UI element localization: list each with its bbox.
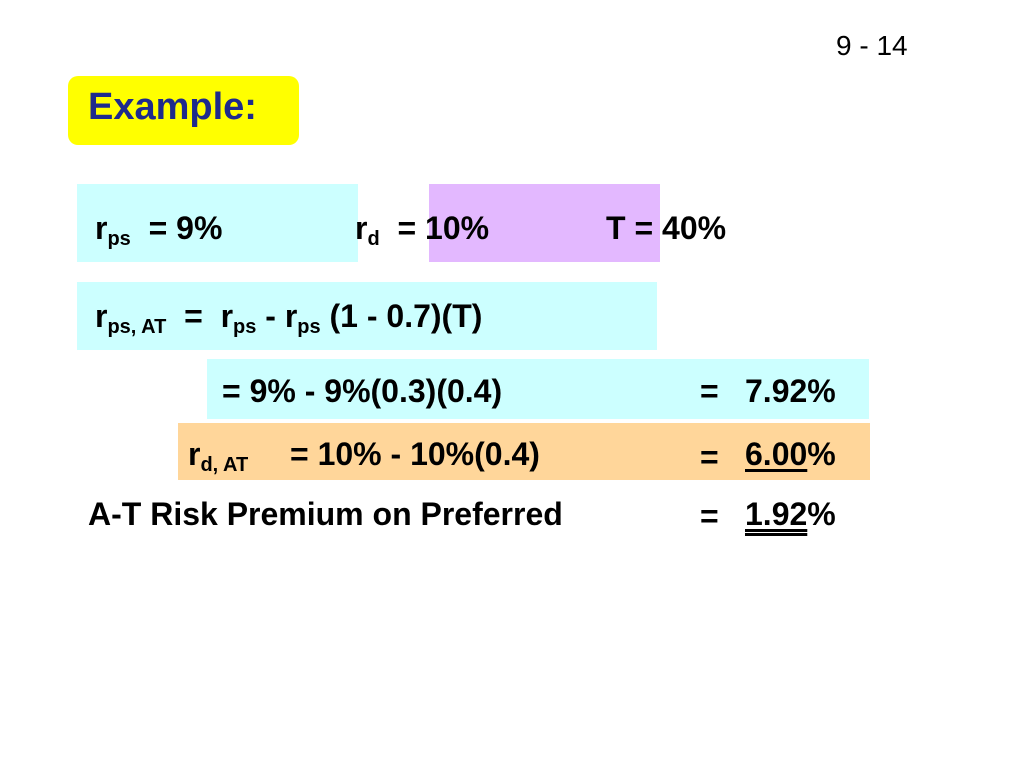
calc-d-box	[178, 423, 870, 480]
formula-lhs-symbol: r	[95, 298, 108, 334]
formula-r2-symbol: r	[284, 298, 298, 334]
calc-d-result: 6.00%	[745, 438, 836, 470]
calc-ps-result: 7.92%	[745, 373, 836, 409]
premium-result-value: 1.92	[745, 496, 808, 532]
after-tax-formula: rps, AT = rps - rps (1 - 0.7)(T)	[95, 298, 483, 337]
premium-equals: =	[700, 498, 719, 534]
calc-d-lhs: rd, AT	[188, 436, 248, 475]
calc-d-result-unit: %	[807, 436, 836, 472]
formula-minus: -	[265, 298, 276, 334]
calc-d-result-value: 6.00	[745, 436, 808, 472]
calc-ps-box	[207, 359, 869, 419]
page-number: 9 - 14	[836, 30, 908, 61]
premium-result: 1.92%	[745, 498, 836, 530]
calc-d-subscript: d, AT	[200, 454, 249, 476]
rps-value: = 9%	[148, 210, 223, 246]
rps-given: rps = 9%	[95, 210, 223, 249]
rps-symbol: r	[95, 210, 108, 246]
rd-symbol: r	[355, 210, 368, 246]
rps-given-box	[77, 184, 358, 262]
calc-d-expression: = 10% - 10%(0.4)	[290, 436, 540, 472]
formula-r2-subscript: ps	[297, 316, 321, 338]
rd-value: = 10%	[397, 210, 490, 246]
calc-ps-equals: =	[700, 373, 719, 409]
formula-tail: (1 - 0.7)(T)	[329, 298, 483, 334]
calc-d-symbol: r	[188, 436, 201, 472]
slide-title: Example:	[88, 86, 257, 128]
formula-equals: =	[184, 298, 203, 334]
calc-d-equals: =	[700, 439, 719, 475]
rd-given: rd = 10%	[355, 210, 490, 249]
premium-result-unit: %	[807, 496, 836, 532]
calc-ps-expression: = 9% - 9%(0.3)(0.4)	[222, 373, 503, 409]
formula-box	[77, 282, 657, 350]
rps-subscript: ps	[107, 228, 131, 250]
formula-r1-symbol: r	[220, 298, 234, 334]
premium-label: A-T Risk Premium on Preferred	[88, 496, 563, 532]
rd-subscript: d	[367, 228, 380, 250]
rd-given-box	[429, 184, 660, 262]
formula-r1-subscript: ps	[233, 316, 257, 338]
formula-lhs-subscript: ps, AT	[107, 316, 167, 338]
tax-rate-given: T = 40%	[606, 210, 727, 246]
title-highlight	[68, 76, 299, 145]
